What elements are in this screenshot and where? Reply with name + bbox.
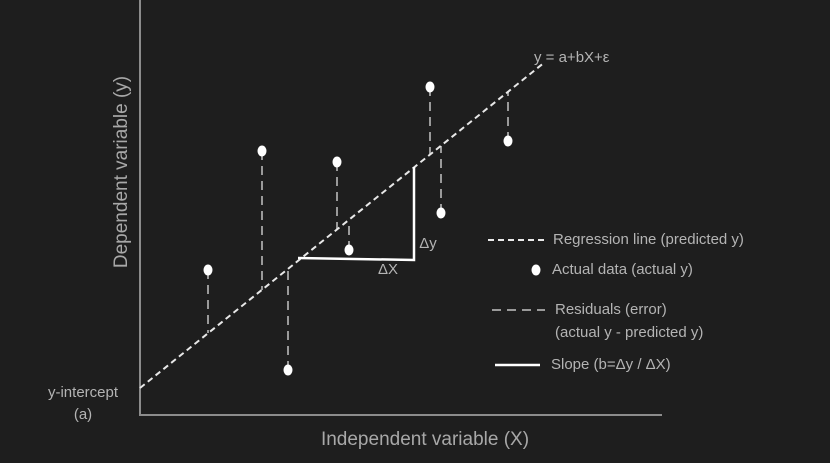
- x-axis-label: Independent variable (X): [321, 429, 529, 450]
- delta-y: Δy: [419, 235, 437, 252]
- data-point: [344, 244, 354, 256]
- data-points: [203, 81, 513, 376]
- legend-label: Regression line (predicted y): [553, 231, 744, 248]
- legend-label: (actual y - predicted y): [555, 324, 703, 341]
- legend-label: Residuals (error): [555, 301, 667, 318]
- data-point: [436, 207, 446, 219]
- delta-x: ΔX: [378, 261, 398, 278]
- legend-point-swatch: [531, 264, 541, 276]
- y-intercept-label: (a): [74, 406, 92, 423]
- slope-triangle: [297, 167, 416, 262]
- legend-label: Actual data (actual y): [552, 261, 693, 278]
- data-point: [425, 81, 435, 93]
- legend: Regression line (predicted y) Actual dat…: [488, 231, 744, 373]
- data-point: [283, 364, 293, 376]
- data-point: [203, 264, 213, 276]
- y-axis-label: Dependent variable (y): [111, 76, 132, 268]
- data-point: [503, 135, 513, 147]
- regression-line: [139, 61, 546, 389]
- axes: [139, 0, 662, 416]
- data-point: [257, 145, 267, 157]
- legend-label: Slope (b=Δy / ΔX): [551, 356, 671, 373]
- y-intercept-label: y-intercept: [48, 384, 119, 401]
- data-point: [332, 156, 342, 168]
- equation: y = a+bX+ε: [534, 49, 610, 66]
